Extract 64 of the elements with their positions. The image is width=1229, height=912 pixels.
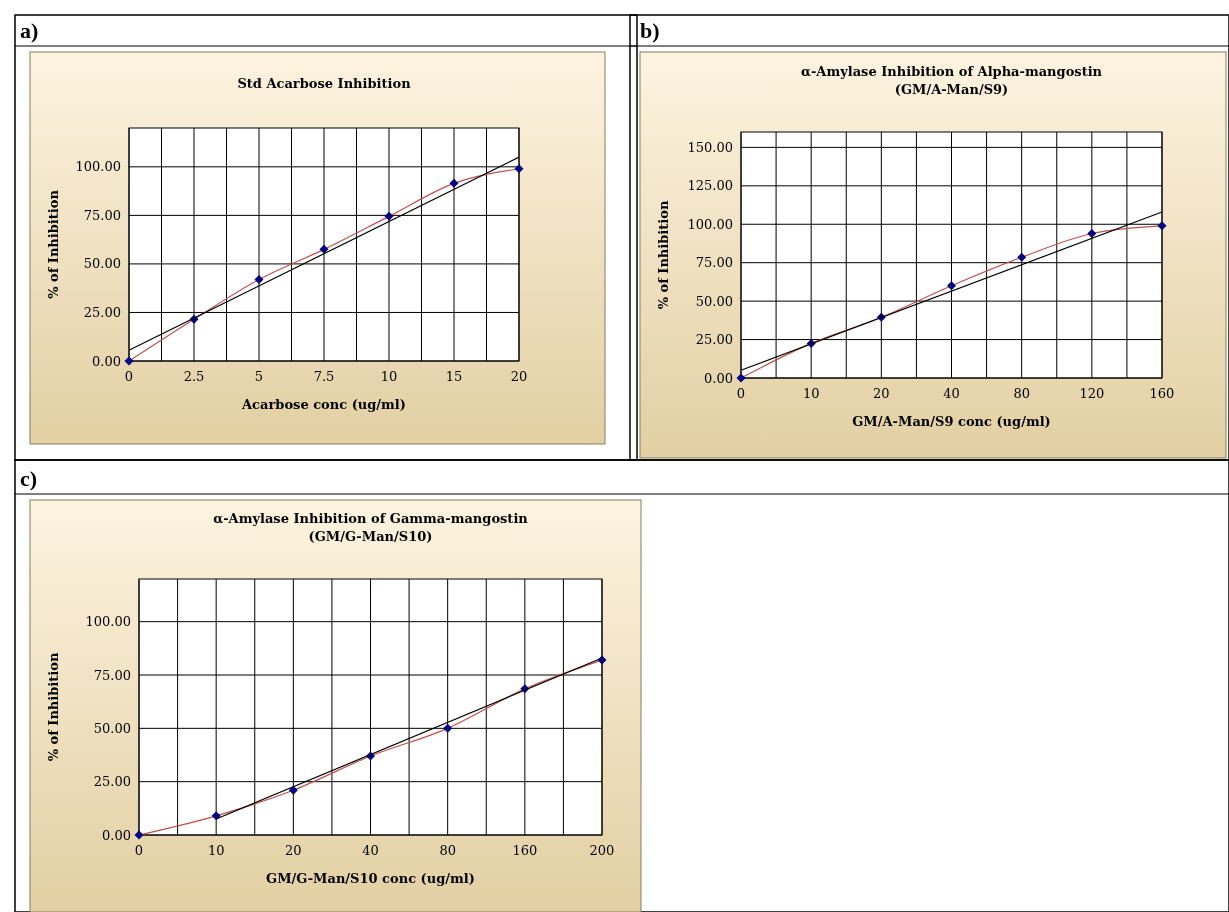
point [319,244,329,254]
y-tick-label: 100.00 [687,216,733,232]
point [736,373,746,383]
chart-title: Std Acarbose Inhibition [237,76,412,91]
x-axis-title: Acarbose conc (ug/ml) [241,397,406,412]
y-tick-label: 125.00 [687,178,733,194]
point [1087,228,1097,238]
x-tick-label: 5 [254,369,264,384]
x-tick-label: 160 [512,843,538,858]
x-axis-title: GM/A-Man/S9 conc (ug/ml) [852,414,1051,429]
x-tick-label: 2.5 [183,369,205,384]
y-tick-label: 50.00 [695,293,733,309]
x-axis-title: GM/G-Man/S10 conc (ug/ml) [266,871,475,886]
y-tick-label: 75.00 [695,255,733,271]
x-tick-label: 0 [134,843,144,858]
x-tick-label: 80 [439,843,456,858]
x-tick-label: 10 [207,843,225,858]
y-axis-title: % of Inhibition [46,189,61,299]
text: c) [20,466,38,491]
x-tick-label: 20 [510,369,528,384]
x-tick-label: 20 [285,843,302,858]
x-tick-label: 7.5 [313,369,335,384]
y-tick-label: 75.00 [93,667,131,683]
point [443,723,453,733]
y-axis-title: % of Inhibition [656,200,671,310]
y-tick-label: 50.00 [93,720,131,736]
x-tick-label: 120 [1079,386,1105,401]
y-tick-label: 0.00 [102,827,131,843]
x-tick-label: 10 [380,369,398,384]
x-tick-label: 200 [589,843,615,858]
text: b) [640,18,660,43]
x-tick-label: 10 [802,386,820,401]
y-tick-label: 0.00 [704,370,733,386]
text: a) [20,18,39,43]
y-tick-label: 50.00 [83,256,121,272]
y-tick-label: 100.00 [75,159,121,175]
x-tick-label: 80 [1013,386,1030,401]
y-tick-label: 100.00 [85,614,131,630]
point [254,274,264,284]
point [947,281,956,291]
chart-title: α-Amylase Inhibition of Gamma-mangostin (GM/G-Man/S10) [213,511,529,544]
chart-title: α-Amylase Inhibition of Alpha-mangostin (GM/A-Man/S9) [800,64,1103,97]
point [449,178,459,188]
y-tick-label: 0.00 [92,353,121,369]
y-tick-label: 150.00 [687,139,733,155]
point [384,211,394,221]
y-tick-label: 75.00 [83,207,121,223]
y-tick-label: 25.00 [83,305,121,321]
x-tick-label: 15 [445,369,463,384]
y-tick-label: 25.00 [695,332,733,348]
x-tick-label: 0 [736,386,746,401]
x-tick-label: 40 [362,843,379,858]
point [134,830,144,840]
point [124,356,134,366]
point [1157,221,1167,231]
x-tick-label: 0 [124,369,134,384]
point [288,785,298,795]
point [514,164,524,174]
point [1017,252,1027,262]
y-axis-title: % of Inhibition [46,652,61,762]
x-tick-label: 20 [873,386,890,401]
x-tick-label: 40 [943,386,960,401]
x-tick-label: 160 [1149,386,1175,401]
y-tick-label: 25.00 [93,774,131,790]
